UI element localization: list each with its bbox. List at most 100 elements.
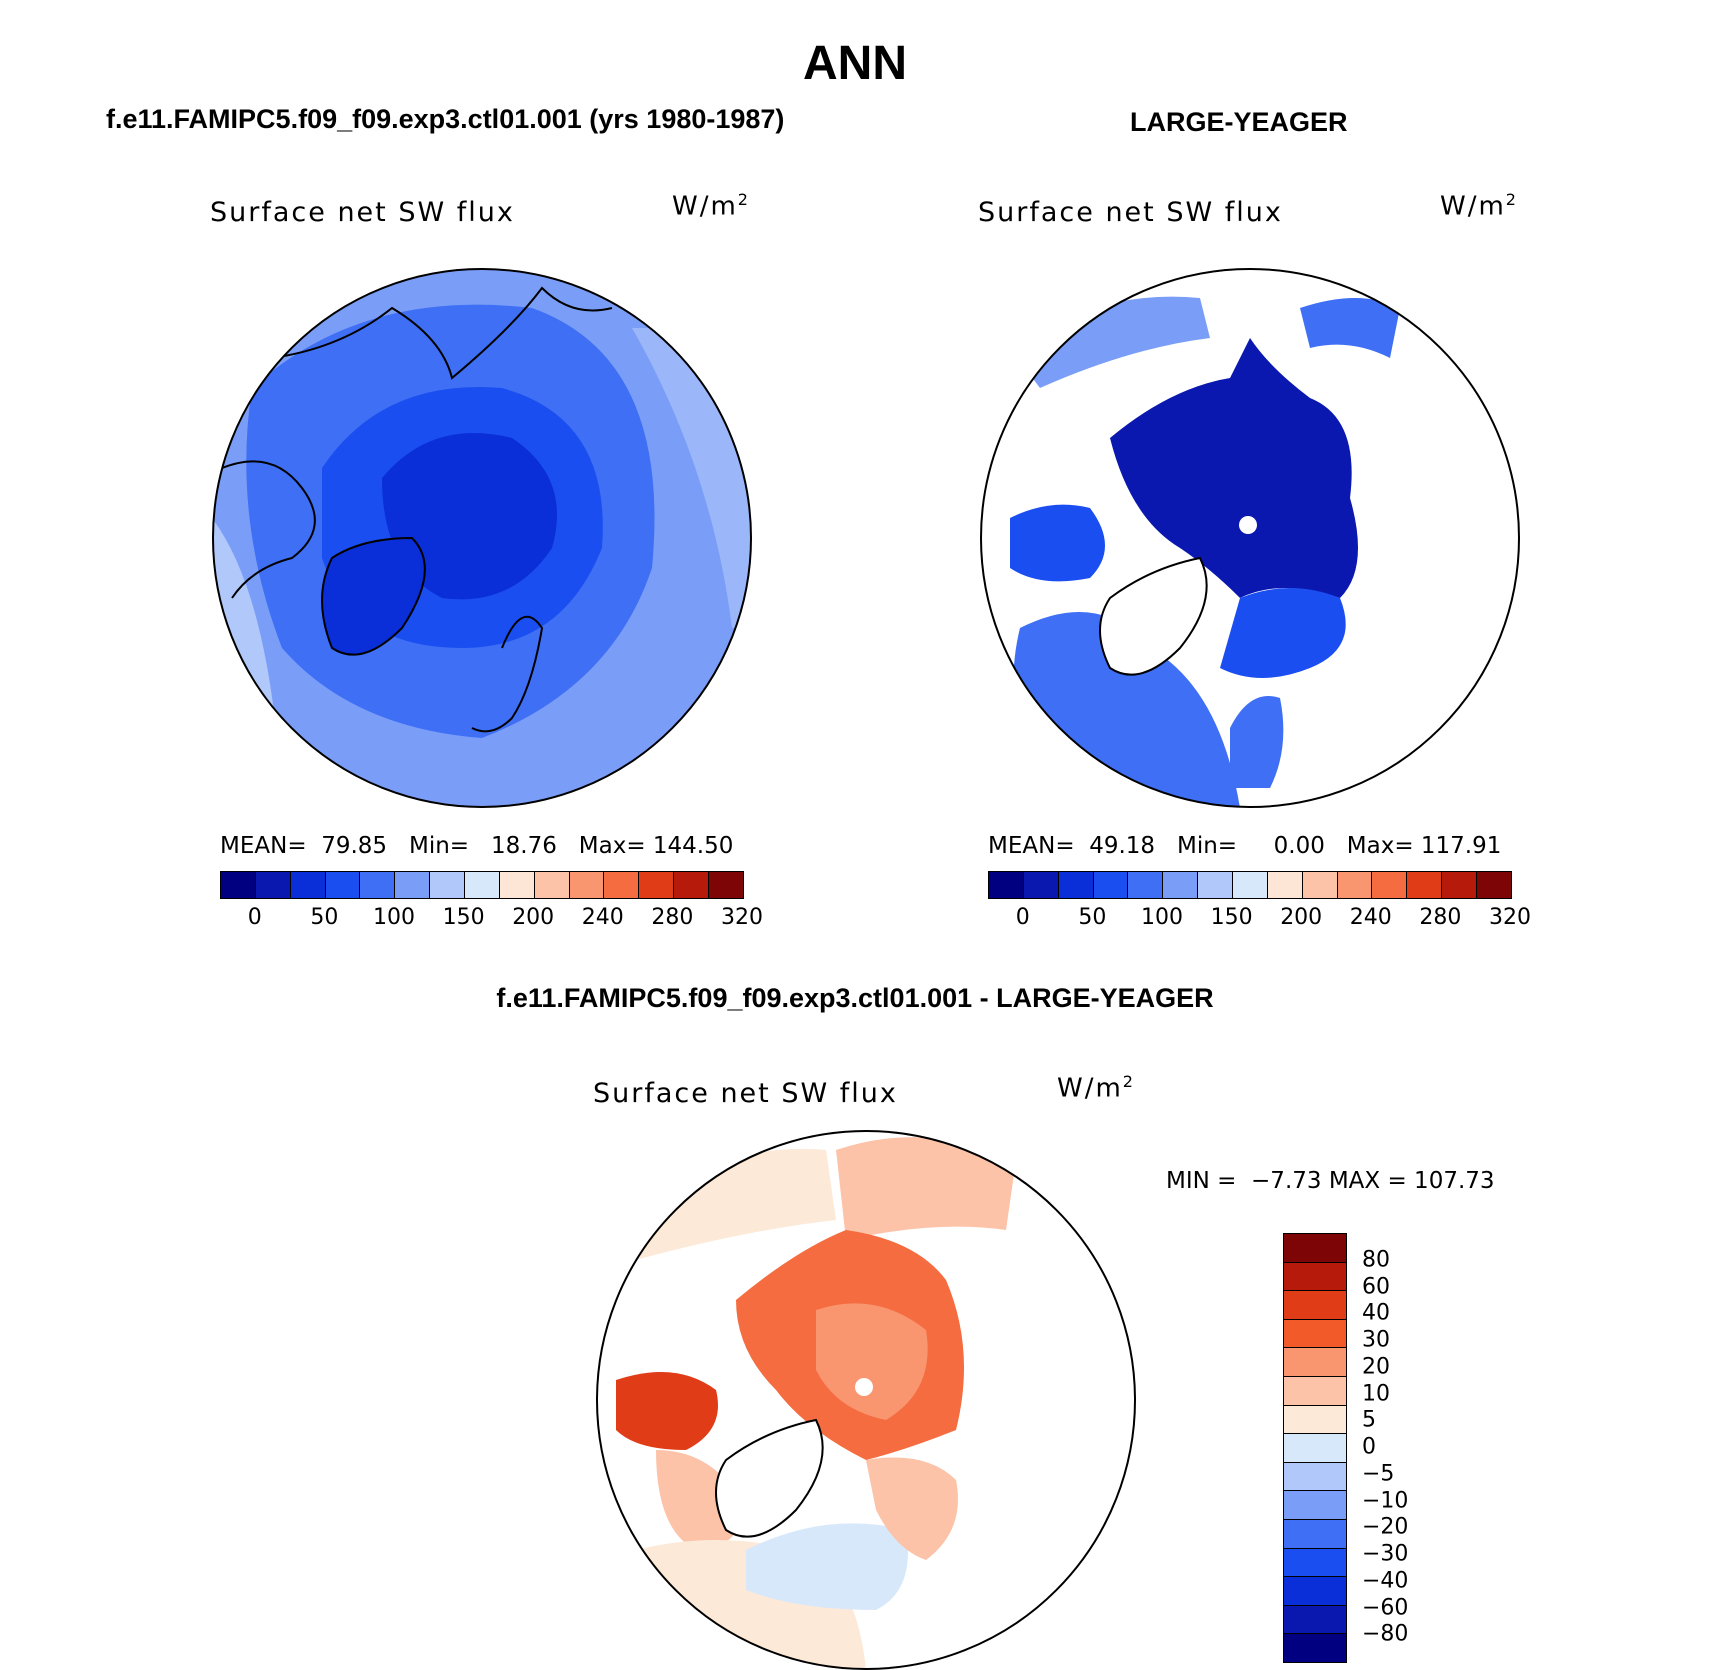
colorbar-tick-label: 0 [1015, 905, 1030, 930]
panel1-units: W/m2 [672, 190, 750, 222]
colorbar-tick-label: 240 [1349, 905, 1392, 930]
panel2-case-title: LARGE-YEAGER [1130, 107, 1348, 137]
panel2-norway-sea [1230, 696, 1284, 788]
panel2-colorbar-ticks: 0 50 100 150 200 240 280 320 [988, 905, 1531, 935]
colorbar-swatch [395, 872, 431, 898]
colorbar-tick-label: 0 [1362, 1434, 1376, 1460]
diff-barents [866, 1457, 958, 1560]
colorbar-tick-label: 100 [373, 905, 415, 930]
panel2-hudson [1010, 504, 1105, 582]
colorbar-tick-label: 5 [1362, 1407, 1376, 1433]
colorbar-swatch [1477, 872, 1511, 898]
colorbar-tick-label: 50 [1078, 905, 1107, 930]
colorbar-swatch [1284, 1519, 1346, 1549]
panel2-arctic-ocean [1110, 338, 1358, 598]
colorbar-swatch [1284, 1319, 1346, 1349]
diff-bering [836, 1137, 1016, 1240]
colorbar-swatch [1284, 1348, 1346, 1377]
panel2-polar-map [980, 268, 1520, 808]
panel1-coastline-north [271, 286, 613, 380]
colorbar-tick-label: 80 [1362, 1247, 1390, 1273]
colorbar-tick-label: 20 [1362, 1354, 1390, 1380]
colorbar-tick-label: −5 [1362, 1461, 1395, 1487]
panel1-polar-map [212, 268, 752, 808]
colorbar-swatch [1284, 1548, 1346, 1578]
colorbar-tick-label: 150 [442, 905, 485, 930]
panel1-field-core [382, 433, 557, 600]
colorbar-swatch [1284, 1262, 1346, 1292]
figure-title: ANN [803, 37, 907, 90]
colorbar-swatch [1284, 1491, 1346, 1520]
colorbar-swatch [1233, 872, 1268, 898]
panel1-variable-title: Surface net SW flux [210, 197, 515, 228]
colorbar-tick-label: 30 [1362, 1327, 1390, 1353]
panel2-bering [1300, 298, 1400, 358]
colorbar-tick-label: −60 [1362, 1595, 1409, 1620]
colorbar-swatch [1337, 872, 1373, 898]
colorbar-swatch [1284, 1462, 1346, 1492]
colorbar-swatch [1093, 872, 1129, 898]
panel2-barents [1220, 588, 1346, 678]
colorbar-swatch [1284, 1405, 1346, 1435]
colorbar-tick-label: 0 [247, 905, 262, 930]
colorbar-swatch [1023, 872, 1059, 898]
colorbar-tick-label: 280 [1419, 905, 1462, 930]
diff-polar-map [596, 1130, 1136, 1670]
colorbar-tick-label: 100 [1141, 905, 1183, 930]
diff-gin-sea [746, 1523, 908, 1610]
colorbar-tick-label: −30 [1362, 1541, 1409, 1567]
panel1-colorbar-ticks: 0 50 100 150 200 240 280 320 [220, 905, 763, 935]
colorbar-swatch [255, 872, 291, 898]
colorbar-swatch [604, 872, 640, 898]
colorbar-tick-label: 200 [1280, 905, 1323, 930]
diff-greenland-land [715, 1418, 824, 1538]
colorbar-swatch [221, 872, 256, 898]
colorbar-swatch [989, 872, 1024, 898]
panel2-colorbar [988, 871, 1512, 899]
colorbar-tick-label: 60 [1362, 1274, 1390, 1299]
colorbar-swatch [430, 872, 466, 898]
colorbar-swatch [1163, 872, 1199, 898]
colorbar-swatch [1128, 872, 1164, 898]
colorbar-tick-label: 50 [310, 905, 339, 930]
colorbar-swatch [1302, 872, 1338, 898]
diff-colorbar-ticks: 80 60 40 30 20 10 5 0 −5 −10 −20 −30 −40 −60 −80 [1362, 1233, 1432, 1661]
diff-minmax: MIN = −7.73 MAX = 107.73 [1166, 1168, 1495, 1194]
colorbar-swatch [709, 872, 743, 898]
diff-north-pacific [616, 1148, 836, 1260]
panel2-stats: MEAN= 49.18 Min= 0.00 Max= 117.91 [988, 833, 1502, 859]
colorbar-swatch [639, 872, 675, 898]
diff-hudson [616, 1372, 718, 1450]
diff-units: W/m2 [1057, 1072, 1135, 1104]
colorbar-swatch [290, 872, 326, 898]
panel2-units: W/m2 [1440, 190, 1518, 222]
colorbar-tick-label: 240 [581, 905, 624, 930]
colorbar-swatch [1284, 1234, 1346, 1263]
colorbar-tick-label: 10 [1362, 1381, 1390, 1406]
panel1-coastline-scandinavia [471, 615, 544, 733]
colorbar-tick-label: 320 [1489, 905, 1531, 930]
colorbar-swatch [534, 872, 570, 898]
colorbar-swatch [674, 872, 710, 898]
colorbar-tick-label: 150 [1210, 905, 1253, 930]
colorbar-tick-label: −10 [1362, 1488, 1409, 1513]
colorbar-swatch [360, 872, 396, 898]
colorbar-swatch [1284, 1577, 1346, 1606]
panel1-colorbar [220, 871, 744, 899]
colorbar-swatch [1442, 872, 1478, 898]
colorbar-swatch [1267, 872, 1303, 898]
colorbar-swatch [499, 872, 535, 898]
colorbar-swatch [1058, 872, 1094, 898]
colorbar-tick-label: −80 [1362, 1621, 1409, 1647]
colorbar-tick-label: 200 [512, 905, 555, 930]
colorbar-tick-label: 40 [1362, 1300, 1390, 1326]
colorbar-swatch [1372, 872, 1408, 898]
panel2-pole-hole [1239, 516, 1257, 534]
colorbar-swatch [1284, 1634, 1346, 1662]
panel1-stats: MEAN= 79.85 Min= 18.76 Max= 144.50 [220, 833, 734, 859]
panel1-case-title: f.e11.FAMIPC5.f09_f09.exp3.ctl01.001 (yr… [106, 104, 785, 134]
panel1-greenland [321, 536, 426, 656]
colorbar-swatch [569, 872, 605, 898]
panel1-coastline-west [221, 460, 316, 599]
colorbar-swatch [1284, 1376, 1346, 1406]
